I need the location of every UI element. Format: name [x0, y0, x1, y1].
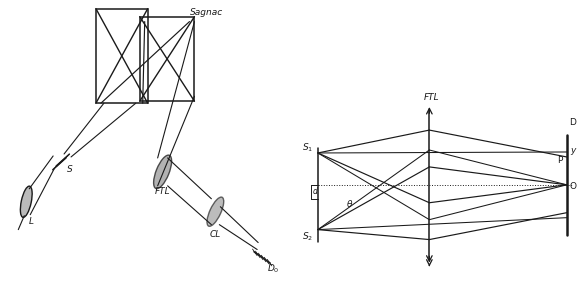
- Text: D: D: [569, 118, 576, 127]
- Ellipse shape: [154, 155, 171, 189]
- Text: $S_1$: $S_1$: [302, 142, 313, 155]
- Text: $\theta$: $\theta$: [346, 198, 353, 209]
- Text: L: L: [28, 217, 33, 226]
- Text: O: O: [570, 182, 576, 191]
- Text: $S_2$: $S_2$: [302, 231, 313, 243]
- Text: FTL: FTL: [154, 187, 170, 196]
- Text: P: P: [556, 156, 562, 165]
- Text: CL: CL: [210, 230, 221, 239]
- Text: $D_0$: $D_0$: [267, 263, 279, 275]
- Ellipse shape: [207, 197, 224, 226]
- Text: FTL: FTL: [423, 93, 439, 102]
- Text: Sagnac: Sagnac: [190, 8, 222, 17]
- Text: $y$: $y$: [570, 146, 578, 157]
- Text: $d$: $d$: [312, 185, 319, 196]
- Ellipse shape: [21, 186, 32, 217]
- Text: S: S: [67, 165, 73, 174]
